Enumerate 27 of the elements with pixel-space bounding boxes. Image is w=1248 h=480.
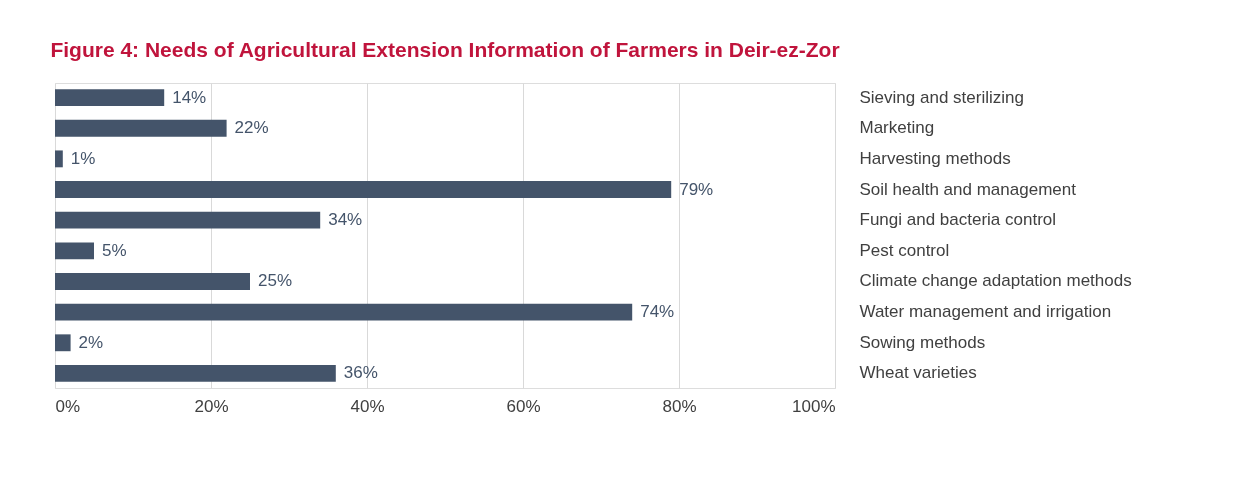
y-tick-label: Pest control <box>859 240 950 260</box>
x-tick-label: 60% <box>506 396 541 416</box>
data-label: 74% <box>640 302 675 322</box>
data-label: 79% <box>679 179 714 199</box>
y-tick-label: Climate change adaptation methods <box>859 271 1132 291</box>
data-label: 1% <box>70 148 96 168</box>
y-tick-label: Water management and irrigation <box>859 302 1112 322</box>
y-tick-label: Soil health and management <box>859 179 1077 199</box>
x-tick-label: 0% <box>55 396 81 416</box>
x-tick-label: 80% <box>662 396 697 416</box>
data-label: 25% <box>258 271 293 291</box>
data-label: 5% <box>102 240 127 260</box>
chart-title: Figure 4: Needs of Agricultural Extension Information of Farmers in Deir-ez-Zor <box>50 38 840 61</box>
data-label: 34% <box>328 210 363 230</box>
y-tick-label: Sieving and sterilizing <box>859 87 1024 107</box>
x-tick-label: 40% <box>350 396 385 416</box>
x-tick-label: 100% <box>792 396 836 416</box>
y-tick-label: Sowing methods <box>859 332 986 352</box>
y-tick-label: Wheat varieties <box>859 363 977 383</box>
data-label: 14% <box>172 87 207 107</box>
data-label: 36% <box>343 363 378 383</box>
y-tick-label: Marketing <box>859 118 935 138</box>
y-tick-label: Fungi and bacteria control <box>859 210 1057 230</box>
x-tick-label: 20% <box>194 396 229 416</box>
y-tick-label: Harvesting methods <box>859 148 1011 168</box>
data-label: 2% <box>78 332 104 352</box>
data-label: 22% <box>234 118 269 138</box>
